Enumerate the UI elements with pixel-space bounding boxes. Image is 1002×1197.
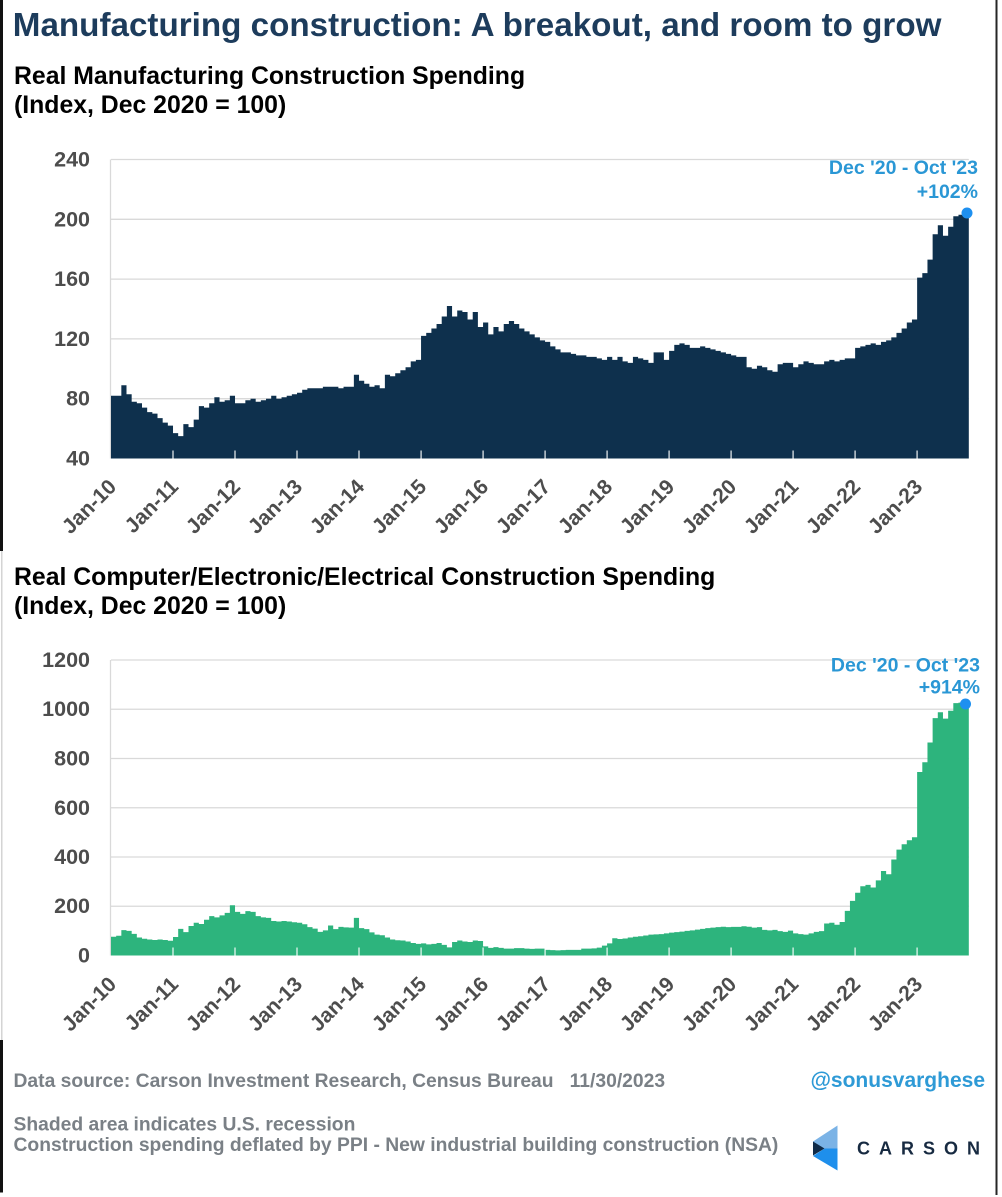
svg-text:Jan-19: Jan-19 xyxy=(616,973,679,1036)
svg-text:+102%: +102% xyxy=(917,181,978,203)
svg-text:Jan-18: Jan-18 xyxy=(554,973,618,1037)
svg-text:Jan-16: Jan-16 xyxy=(430,973,493,1036)
svg-text:Jan-23: Jan-23 xyxy=(864,475,927,538)
svg-text:Jan-21: Jan-21 xyxy=(740,973,804,1037)
svg-text:240: 240 xyxy=(54,148,90,172)
svg-text:Dec '20 - Oct '23: Dec '20 - Oct '23 xyxy=(829,157,978,179)
svg-text:40: 40 xyxy=(66,447,90,471)
svg-text:Jan-11: Jan-11 xyxy=(121,475,184,538)
svg-text:Jan-17: Jan-17 xyxy=(492,475,555,538)
svg-text:(Index, Dec 2020 = 100): (Index, Dec 2020 = 100) xyxy=(14,593,286,620)
svg-text:Dec '20 - Oct '23: Dec '20 - Oct '23 xyxy=(831,655,980,677)
svg-text:CARSON: CARSON xyxy=(857,1139,989,1159)
svg-text:200: 200 xyxy=(54,207,90,231)
svg-text:Jan-15: Jan-15 xyxy=(368,475,432,539)
svg-text:Jan-17: Jan-17 xyxy=(492,973,555,1036)
svg-text:80: 80 xyxy=(66,387,90,411)
svg-text:Manufacturing construction: A: Manufacturing construction: A breakout, … xyxy=(13,7,942,44)
svg-text:1000: 1000 xyxy=(42,697,90,721)
svg-text:Jan-20: Jan-20 xyxy=(678,475,741,538)
svg-text:Jan-10: Jan-10 xyxy=(58,475,121,538)
svg-text:120: 120 xyxy=(54,327,90,351)
svg-text:(Index, Dec 2020 = 100): (Index, Dec 2020 = 100) xyxy=(14,92,286,119)
svg-text:Real Computer/Electronic/Elect: Real Computer/Electronic/Electrical Cons… xyxy=(14,564,715,591)
svg-text:Data source: Carson Investment: Data source: Carson Investment Research,… xyxy=(14,1071,666,1092)
svg-text:Jan-12: Jan-12 xyxy=(182,475,245,538)
svg-text:Jan-13: Jan-13 xyxy=(244,973,307,1036)
svg-text:Jan-14: Jan-14 xyxy=(306,475,370,539)
svg-text:Jan-14: Jan-14 xyxy=(306,973,370,1037)
svg-text:Real Manufacturing Constructio: Real Manufacturing Construction Spending xyxy=(14,63,525,90)
svg-text:800: 800 xyxy=(54,747,90,771)
svg-text:+914%: +914% xyxy=(919,677,980,699)
svg-text:Jan-16: Jan-16 xyxy=(430,475,493,538)
svg-text:Shaded area indicates U.S. rec: Shaded area indicates U.S. recession xyxy=(14,1115,356,1136)
svg-text:200: 200 xyxy=(54,894,90,918)
svg-text:Jan-20: Jan-20 xyxy=(678,973,741,1036)
svg-text:160: 160 xyxy=(54,267,90,291)
svg-text:Jan-18: Jan-18 xyxy=(554,475,618,539)
svg-text:Jan-22: Jan-22 xyxy=(802,973,865,1036)
svg-text:Jan-21: Jan-21 xyxy=(740,475,804,539)
svg-text:0: 0 xyxy=(78,944,90,968)
svg-text:Construction spending deflated: Construction spending deflated by PPI - … xyxy=(14,1135,779,1156)
svg-text:Jan-15: Jan-15 xyxy=(368,973,432,1037)
svg-text:Jan-22: Jan-22 xyxy=(802,475,865,538)
svg-text:Jan-19: Jan-19 xyxy=(616,475,679,538)
svg-text:400: 400 xyxy=(54,845,90,869)
svg-text:Jan-11: Jan-11 xyxy=(121,973,184,1036)
svg-text:600: 600 xyxy=(54,796,90,820)
svg-text:Jan-13: Jan-13 xyxy=(244,475,307,538)
svg-text:Jan-23: Jan-23 xyxy=(864,973,927,1036)
svg-text:@sonusvarghese: @sonusvarghese xyxy=(810,1069,985,1092)
svg-text:1200: 1200 xyxy=(42,648,90,672)
svg-text:Jan-10: Jan-10 xyxy=(58,973,121,1036)
svg-text:Jan-12: Jan-12 xyxy=(182,973,245,1036)
